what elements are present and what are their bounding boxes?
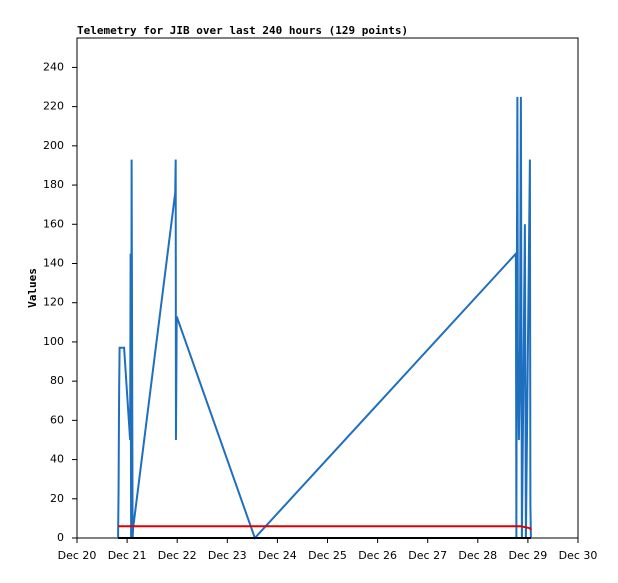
y-tick-label: 20 <box>50 492 64 505</box>
y-axis-label: Values <box>26 268 39 308</box>
y-tick-label: 180 <box>43 178 64 191</box>
x-tick-label: Dec 28 <box>458 549 497 562</box>
y-tick-label: 200 <box>43 139 64 152</box>
y-tick-label: 120 <box>43 296 64 309</box>
x-tick-label: Dec 21 <box>108 549 147 562</box>
y-tick-label: 60 <box>50 413 64 426</box>
chart-title: Telemetry for JIB over last 240 hours (1… <box>77 24 408 37</box>
y-tick-label: 100 <box>43 335 64 348</box>
x-tick-label: Dec 24 <box>258 549 297 562</box>
x-tick-label: Dec 22 <box>158 549 197 562</box>
y-tick-label: 220 <box>43 100 64 113</box>
x-tick-label: Dec 30 <box>559 549 598 562</box>
x-tick-label: Dec 20 <box>58 549 97 562</box>
y-tick-label: 240 <box>43 60 64 73</box>
y-tick-label: 160 <box>43 217 64 230</box>
x-tick-label: Dec 26 <box>358 549 397 562</box>
series-line <box>118 525 532 531</box>
y-tick-label: 40 <box>50 453 64 466</box>
x-tick-label: Dec 29 <box>509 549 548 562</box>
x-tick-label: Dec 25 <box>308 549 347 562</box>
x-tick-label: Dec 27 <box>408 549 447 562</box>
y-tick-label: 140 <box>43 256 64 269</box>
x-tick-label: Dec 23 <box>208 549 247 562</box>
y-tick-label: 80 <box>50 374 64 387</box>
y-tick-label: 0 <box>57 531 64 544</box>
